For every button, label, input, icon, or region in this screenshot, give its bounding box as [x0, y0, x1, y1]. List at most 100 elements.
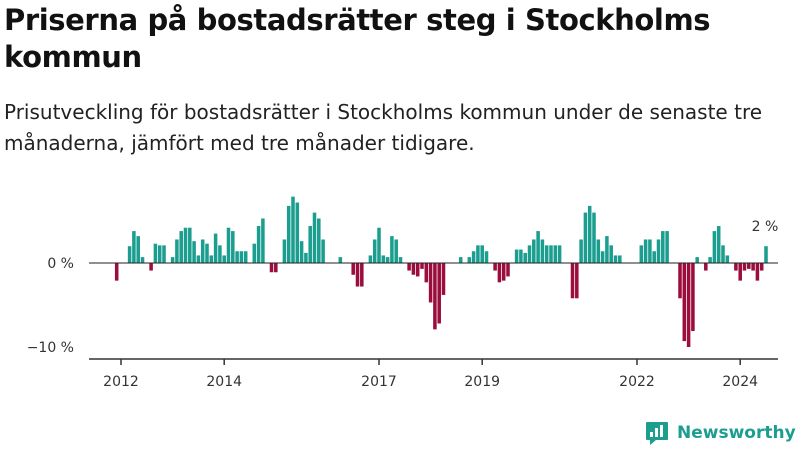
bar — [196, 255, 201, 263]
bar — [592, 212, 596, 263]
page-subtitle: Prisutveckling för bostadsrätter i Stock… — [4, 100, 763, 155]
bar — [665, 231, 669, 263]
bar — [527, 245, 532, 263]
brand-name: Newsworthy — [677, 423, 796, 443]
bar — [514, 249, 519, 263]
bar — [476, 245, 480, 263]
newsworthy-logo: Newsworthy — [644, 420, 796, 446]
bar — [652, 251, 656, 263]
bar — [162, 245, 166, 263]
bar — [605, 236, 609, 263]
bar — [682, 263, 687, 342]
bar — [407, 263, 411, 271]
y-axis: 0 % −10 % — [27, 256, 74, 356]
latest-value-label: 2 % — [752, 219, 779, 235]
bar — [618, 255, 622, 263]
bar — [368, 255, 373, 263]
bar — [179, 231, 183, 263]
bar — [695, 257, 699, 263]
bar — [183, 227, 188, 263]
bar — [523, 252, 527, 263]
bar — [532, 239, 536, 263]
x-tick-label: 2024 — [722, 374, 758, 390]
bar — [295, 202, 300, 263]
bar — [764, 246, 768, 263]
bar — [170, 257, 175, 263]
bar — [372, 239, 377, 263]
bar — [286, 205, 291, 263]
bar — [304, 252, 308, 263]
bar — [549, 245, 553, 263]
bar — [209, 255, 214, 263]
bar — [553, 245, 558, 263]
bar — [686, 263, 691, 347]
bar — [656, 239, 661, 263]
bar — [157, 245, 162, 263]
bar — [317, 218, 321, 263]
bar — [424, 263, 429, 283]
bar — [282, 239, 287, 263]
bar — [501, 263, 506, 281]
bar — [600, 251, 605, 263]
bar — [175, 239, 179, 263]
x-axis: 2012 2014 2017 2019 2022 2024 — [103, 359, 758, 390]
bar — [385, 257, 390, 263]
bar — [471, 251, 476, 263]
bar — [420, 263, 424, 269]
newsworthy-icon — [646, 422, 668, 445]
bar — [738, 263, 742, 281]
bar — [149, 263, 153, 271]
bar — [312, 212, 317, 263]
bar — [411, 263, 416, 275]
bar — [261, 218, 265, 263]
x-tick-label: 2019 — [464, 374, 500, 390]
bar — [575, 263, 579, 299]
bar — [239, 251, 244, 263]
bar — [742, 263, 747, 271]
bar — [252, 243, 257, 263]
bar — [497, 263, 502, 283]
bar — [716, 226, 721, 263]
bar — [484, 251, 489, 263]
bar — [519, 249, 523, 263]
x-tick-label: 2012 — [103, 374, 139, 390]
bar — [200, 239, 205, 263]
bar — [596, 239, 601, 263]
bar — [493, 263, 497, 271]
bar — [480, 245, 484, 263]
bar — [759, 263, 764, 271]
x-tick-label: 2017 — [361, 374, 397, 390]
y-tick-label: 0 % — [47, 256, 74, 272]
bar — [691, 263, 695, 332]
bar — [127, 246, 132, 263]
x-tick-label: 2022 — [619, 374, 655, 390]
bar — [751, 263, 755, 271]
bars-group — [114, 196, 768, 347]
bar — [415, 263, 420, 277]
bar — [377, 227, 381, 263]
bar — [613, 255, 618, 263]
bar — [725, 255, 730, 263]
bar — [114, 263, 119, 281]
bar — [433, 263, 437, 330]
bar — [291, 196, 295, 263]
bar — [243, 251, 248, 263]
bar — [544, 245, 549, 263]
bar — [218, 245, 222, 263]
bar — [540, 239, 545, 263]
bar — [153, 243, 158, 263]
bar — [192, 241, 196, 263]
bar — [226, 227, 231, 263]
bar — [458, 257, 463, 263]
bar — [643, 239, 648, 263]
bar — [587, 205, 592, 263]
bar — [213, 233, 218, 263]
bar — [188, 227, 192, 263]
x-tick-label: 2014 — [206, 374, 242, 390]
bar — [308, 226, 312, 263]
bar — [256, 226, 261, 263]
bar — [648, 239, 652, 263]
bar — [734, 263, 738, 271]
bar — [274, 263, 278, 273]
